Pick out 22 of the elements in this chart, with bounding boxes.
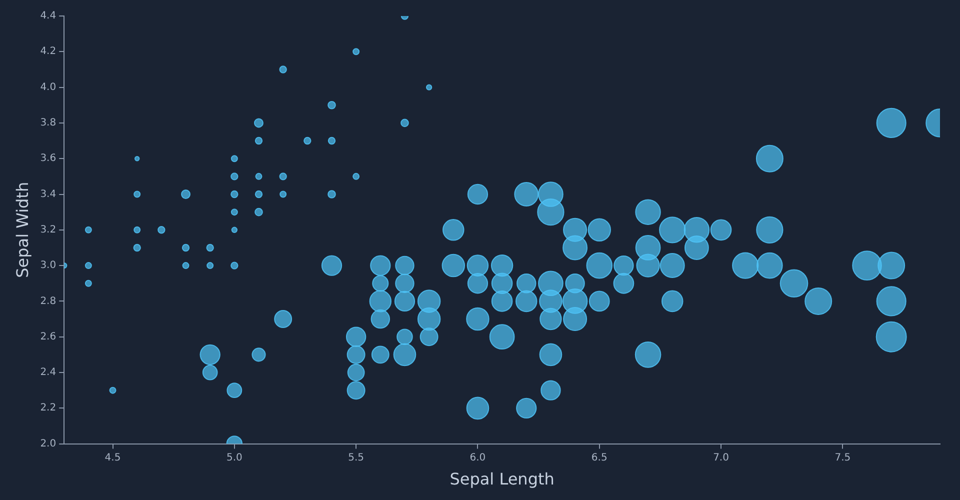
x-tick-label: 5.0 [226, 452, 242, 464]
y-tick-label: 2.6 [40, 331, 56, 342]
x-tick-label: 5.5 [348, 452, 364, 464]
y-tick-label: 2.0 [40, 438, 56, 450]
x-tick-label: 6.5 [591, 452, 608, 464]
x-tick-label: 4.5 [104, 452, 121, 464]
y-tick-label: 2.4 [40, 367, 56, 378]
y-tick-label: 3.6 [40, 153, 56, 164]
y-tick-label: 3.8 [40, 118, 56, 129]
y-tick-label: 3.2 [40, 224, 56, 236]
x-tick-label: 7.5 [834, 452, 851, 464]
y-tick-label: 2.8 [40, 296, 56, 307]
y-tick-label: 4.0 [40, 82, 56, 93]
y-tick-label: 4.2 [40, 46, 56, 58]
y-axis-title: Sepal Width [12, 182, 32, 278]
y-tick-label: 2.2 [40, 402, 56, 414]
y-tick-label: 4.4 [40, 10, 56, 22]
x-tick-label: 7.0 [713, 452, 729, 464]
x-axis-title: Sepal Length [450, 470, 554, 489]
x-tick-label: 6.0 [470, 452, 486, 464]
y-tick-label: 3.4 [40, 188, 56, 200]
y-tick-label: 3.0 [40, 260, 56, 272]
